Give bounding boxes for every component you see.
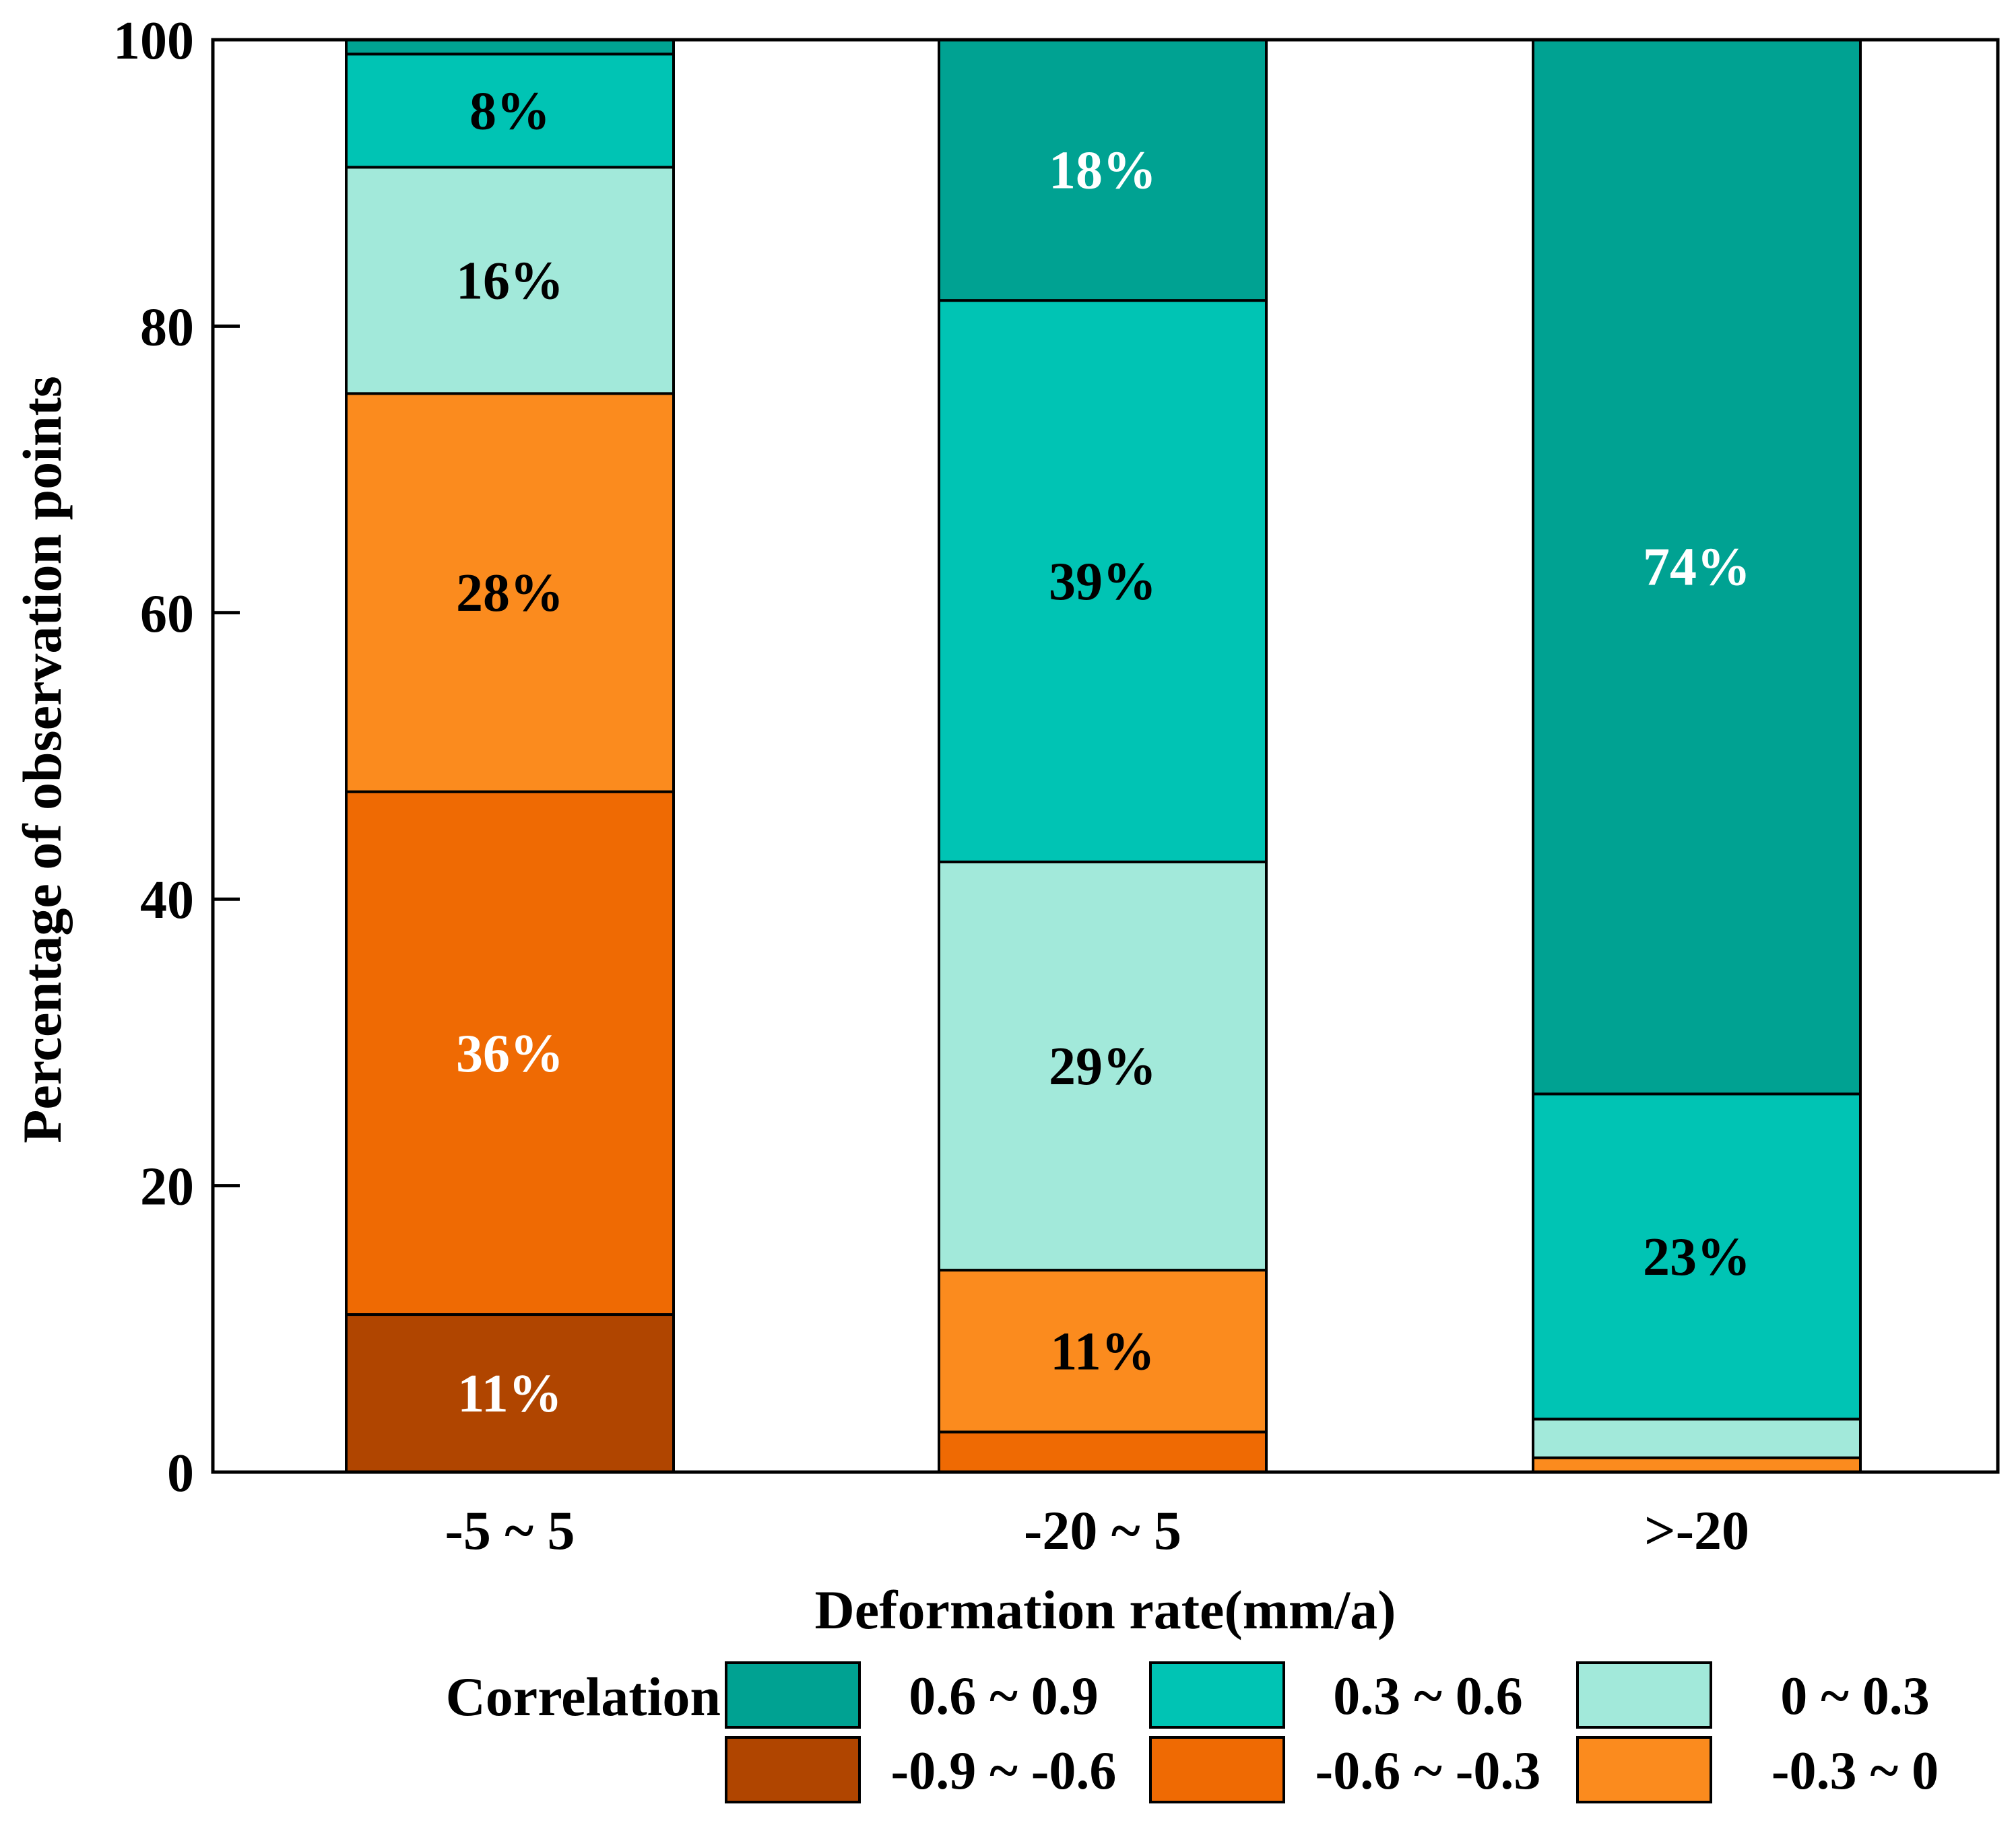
legend: 0.6 ~ 0.9 0.3 ~ 0.6 0 ~ 0.3 -0.9 ~ -0.6 -0.6…: [725, 1661, 1939, 1803]
x-tick-label: >-20: [1644, 1500, 1749, 1561]
y-tick-label: 20: [140, 1158, 194, 1217]
bar-segment: [938, 38, 1268, 302]
segment-labels-layer: 11% 36% 28% 16% 8% -5 ~ 5 11% 29% 39% 18% -20 ~ 5 2…: [445, 81, 1751, 1561]
legend-swatch: [1149, 1661, 1285, 1729]
y-tick-label: 80: [140, 298, 194, 357]
bar-segment: [345, 38, 675, 56]
y-tick-label: 60: [140, 585, 194, 644]
legend-label: 0 ~ 0.3: [1780, 1667, 1930, 1726]
y-tick-label: 0: [167, 1444, 194, 1503]
plot-frame: [211, 38, 2000, 1474]
bar-segment: [345, 166, 675, 395]
segment-label: 74%: [1643, 538, 1751, 597]
bar-segment: [1532, 1456, 1862, 1473]
x-axis-title: Deformation rate(mm/a): [815, 1579, 1396, 1640]
legend-label: 0.3 ~ 0.6: [1333, 1667, 1523, 1726]
segment-label: 23%: [1643, 1228, 1751, 1287]
legend-swatch: [1576, 1736, 1712, 1803]
bar-segment: [345, 790, 675, 1317]
y-axis-ticks: 0 20 40 60 80 100: [113, 11, 240, 1503]
legend-swatch: [725, 1661, 861, 1729]
legend-label: -0.6 ~ -0.3: [1315, 1741, 1541, 1801]
segment-label: 28%: [456, 564, 564, 623]
x-tick-label: -20 ~ 5: [1024, 1500, 1181, 1561]
y-tick-label: 40: [140, 871, 194, 930]
bar-segment: [938, 860, 1268, 1272]
legend-label: 0.6 ~ 0.9: [909, 1667, 1099, 1726]
bar-segment: [938, 1269, 1268, 1434]
legend-label: -0.9 ~ -0.6: [891, 1741, 1117, 1801]
legend-label: -0.3 ~ 0: [1771, 1741, 1939, 1801]
segment-label: 8%: [469, 81, 550, 141]
bar-segment: [345, 1313, 675, 1474]
x-tick-label: -5 ~ 5: [445, 1500, 575, 1561]
bar-segment: [1532, 38, 1862, 1096]
y-tick-label: 100: [113, 11, 194, 71]
bar-segment: [938, 299, 1268, 863]
bar-segment: [345, 53, 675, 169]
bar-segment: [1532, 1418, 1862, 1459]
y-axis-title: Percentage of observation points: [11, 376, 73, 1143]
legend-title: Correlation: [446, 1666, 721, 1727]
bar-segment: [938, 1430, 1268, 1474]
bar-segment: [1532, 1092, 1862, 1421]
legend-swatch: [1149, 1736, 1285, 1803]
legend-swatch: [725, 1736, 861, 1803]
segment-label: 36%: [456, 1024, 564, 1084]
legend-swatch: [1576, 1661, 1712, 1729]
segment-label: 11%: [457, 1364, 562, 1424]
segment-label: 16%: [456, 251, 564, 310]
segment-label: 39%: [1049, 552, 1157, 611]
segment-label: 11%: [1050, 1322, 1155, 1381]
segment-label: 29%: [1049, 1037, 1157, 1096]
segment-label: 18%: [1049, 141, 1157, 201]
bars-layer: [345, 38, 1862, 1474]
